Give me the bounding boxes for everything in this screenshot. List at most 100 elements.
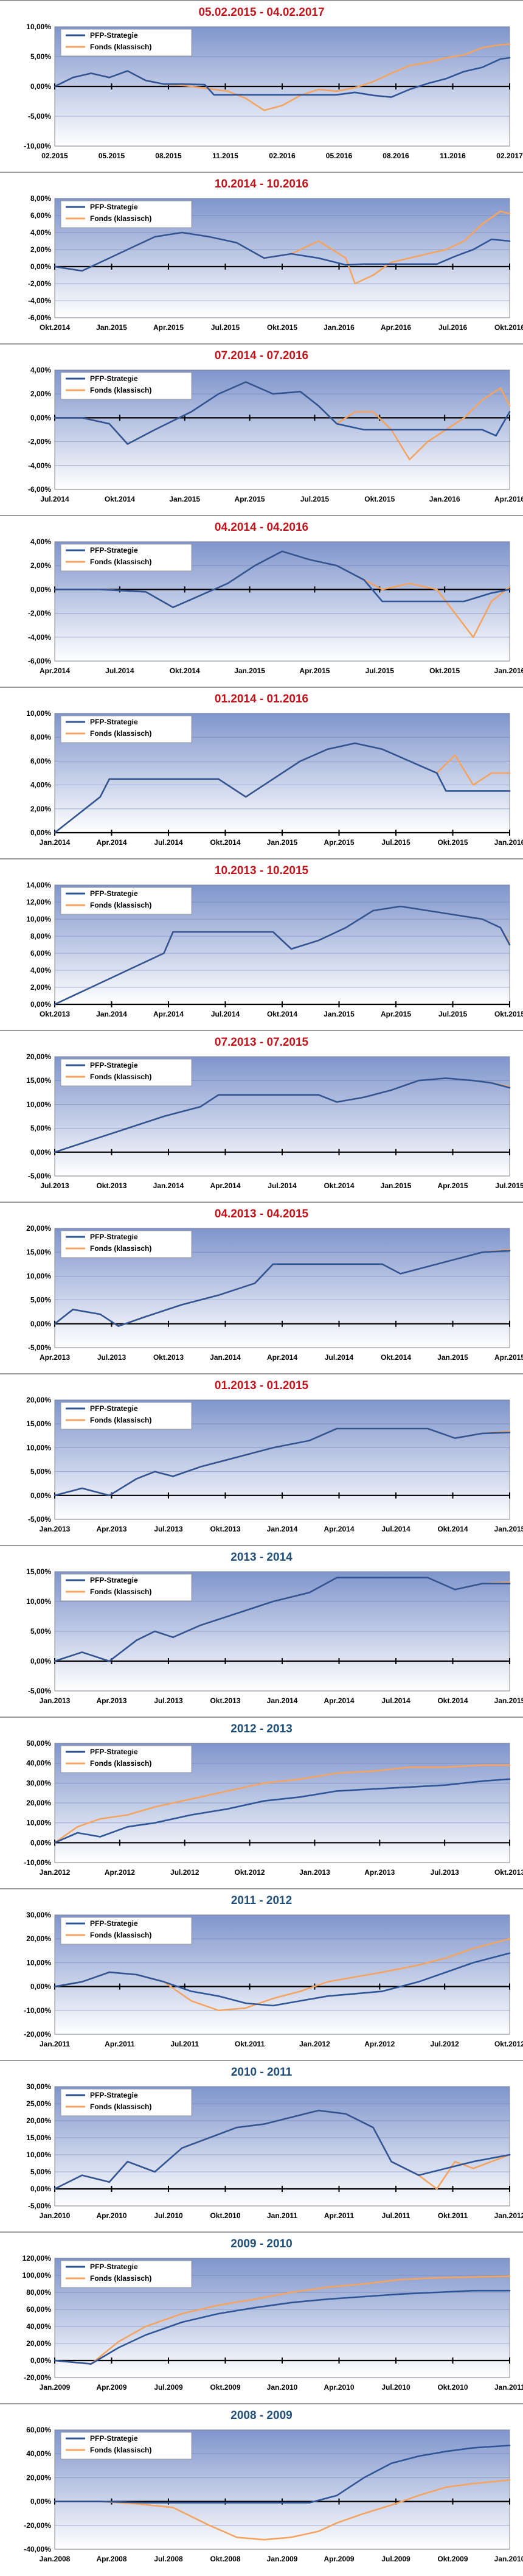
legend: PFP-Strategie Fonds (klassisch) bbox=[60, 1573, 192, 1601]
y-tick-label: 10,00% bbox=[26, 1958, 51, 1967]
legend-label: Fonds (klassisch) bbox=[90, 2274, 151, 2283]
x-tick-label: Okt.2012 bbox=[494, 2040, 523, 2048]
chart-title: 04.2013 - 04.2015 bbox=[214, 1208, 309, 1220]
chart-plot: 20,00%15,00%10,00%5,00%0,00%-5,00%Apr.20… bbox=[26, 1224, 523, 1362]
series-line-strategy bbox=[54, 1427, 511, 1497]
y-tick-label: 6,00% bbox=[30, 211, 51, 220]
x-tick-label: Apr.2014 bbox=[324, 1696, 354, 1705]
series-line-strategy bbox=[54, 2109, 511, 2190]
x-tick-label: Jul.2014 bbox=[381, 1525, 410, 1533]
x-tick-label: Apr.2008 bbox=[96, 2555, 126, 2563]
chart-title: 04.2014 - 04.2016 bbox=[214, 521, 309, 534]
chart-title: 07.2013 - 07.2015 bbox=[214, 1036, 309, 1049]
y-tick-label: 5,00% bbox=[30, 1468, 51, 1476]
legend-box bbox=[60, 1230, 192, 1258]
x-tick-label: Okt.2011 bbox=[235, 2040, 265, 2048]
x-tick-label: Okt.2013 bbox=[40, 1010, 70, 1018]
chart-plot: 120,00% 100,00% 80,00% 60,00% 40,00% 20,00% 0,… bbox=[23, 2254, 523, 2392]
x-tick-label: 08.2015 bbox=[155, 152, 182, 160]
x-tick-label: Apr.2015 bbox=[153, 323, 184, 332]
y-tick-label: 100,00% bbox=[23, 2271, 52, 2280]
y-tick-label: 15,00% bbox=[26, 1419, 51, 1428]
x-tick-label: Jul.2013 bbox=[97, 1353, 126, 1362]
chart-plot: 4,00% 2,00% 0,00% -2,00% -4,00% -6,00% Apr.201… bbox=[28, 537, 523, 675]
legend: PFP-Strategie Fonds (klassisch) bbox=[60, 887, 192, 915]
legend-label: Fonds (klassisch) bbox=[90, 1244, 151, 1253]
y-tick-label: 20,00% bbox=[26, 1052, 51, 1061]
x-tick-label: Apr.2014 bbox=[40, 667, 70, 675]
y-tick-label: -6,00% bbox=[28, 313, 51, 322]
y-tick-label: 60,00% bbox=[26, 2426, 51, 2434]
y-tick-label: -4,00% bbox=[28, 461, 51, 470]
y-tick-label: 6,00% bbox=[30, 757, 51, 765]
x-tick-label: Jul.2014 bbox=[325, 1353, 354, 1362]
x-tick-label: Jul.2015 bbox=[381, 838, 410, 847]
x-tick-label: 11.2016 bbox=[440, 152, 466, 160]
x-tick-label: Apr.2014 bbox=[96, 838, 126, 847]
x-tick-label: Apr.2010 bbox=[324, 2383, 354, 2392]
series-line-strategy bbox=[54, 742, 511, 834]
chart-panel: 2012 - 2013 50,00% 40,00% 30,00% 20,00% 10,00… bbox=[0, 1717, 523, 1882]
y-tick-label: 0,00% bbox=[30, 1838, 51, 1847]
x-tick-label: Jul.2014 bbox=[154, 838, 183, 847]
x-tick-label: Okt.2012 bbox=[235, 1868, 265, 1877]
legend-box bbox=[60, 1402, 192, 1430]
y-tick-label: 10,00% bbox=[26, 1443, 51, 1452]
series-line-strategy bbox=[54, 381, 511, 445]
x-tick-label: Okt.2015 bbox=[267, 323, 297, 332]
legend-box bbox=[60, 1059, 192, 1087]
y-tick-label: 10,00% bbox=[26, 915, 51, 923]
y-tick-label: 5,00% bbox=[30, 1124, 51, 1133]
legend-label: PFP-Strategie bbox=[90, 1919, 138, 1928]
chart-title: 2010 - 2011 bbox=[230, 2066, 293, 2079]
legend: PFP-Strategie Fonds (klassisch) bbox=[60, 2432, 192, 2460]
x-tick-label: Apr.2014 bbox=[210, 1181, 240, 1190]
y-tick-label: 10,00% bbox=[26, 1272, 51, 1280]
x-tick-label: Jul.2014 bbox=[105, 667, 134, 675]
chart-title: 10.2013 - 10.2015 bbox=[214, 864, 309, 877]
legend-label: PFP-Strategie bbox=[90, 1233, 138, 1241]
x-tick-label: Jul.2013 bbox=[154, 1696, 183, 1705]
x-tick-label: Jul.2014 bbox=[381, 1696, 410, 1705]
y-tick-label: 6,00% bbox=[30, 949, 51, 957]
x-tick-label: Jan.2016 bbox=[494, 838, 523, 847]
x-tick-label: Jan.2010 bbox=[267, 2383, 298, 2392]
chart-panel: 2009 - 2010 120,00% 100,00% 80,00% 60,00% 40,… bbox=[0, 2231, 523, 2397]
legend-label: Fonds (klassisch) bbox=[90, 558, 151, 566]
x-tick-label: Jan.2015 bbox=[169, 495, 200, 503]
chart-title: 01.2014 - 01.2016 bbox=[214, 693, 309, 705]
x-tick-label: Jul.2014 bbox=[211, 1010, 240, 1018]
y-tick-label: 8,00% bbox=[30, 194, 51, 203]
x-tick-label: Apr.2009 bbox=[96, 2383, 126, 2392]
x-tick-label: Okt.2015 bbox=[364, 495, 395, 503]
x-tick-label: Okt.2013 bbox=[210, 1696, 240, 1705]
legend: PFP-Strategie Fonds (klassisch) bbox=[60, 1745, 192, 1773]
x-tick-label: Jul.2010 bbox=[381, 2383, 410, 2392]
legend-box bbox=[60, 887, 192, 915]
legend-label: PFP-Strategie bbox=[90, 1061, 138, 1069]
chart-title: 2011 - 2012 bbox=[230, 1894, 293, 1907]
legend-label: Fonds (klassisch) bbox=[90, 1931, 151, 1939]
x-tick-label: Okt.2014 bbox=[170, 667, 200, 675]
x-tick-label: Jan.2009 bbox=[267, 2555, 298, 2563]
legend-label: Fonds (klassisch) bbox=[90, 214, 151, 223]
y-tick-label: 12,00% bbox=[26, 898, 51, 906]
legend-label: PFP-Strategie bbox=[90, 31, 138, 40]
series-line-strategy bbox=[54, 2289, 511, 2365]
x-tick-label: Jan.2014 bbox=[40, 838, 71, 847]
chart-title: 10.2014 - 10.2016 bbox=[214, 178, 309, 191]
x-tick-label: Jan.2016 bbox=[494, 667, 523, 675]
x-tick-label: Jan.2011 bbox=[267, 2211, 297, 2220]
y-tick-label: 120,00% bbox=[23, 2254, 52, 2263]
legend-box bbox=[60, 1917, 192, 1945]
y-tick-label: 4,00% bbox=[30, 781, 51, 789]
x-tick-label: Jan.2013 bbox=[40, 1696, 71, 1705]
chart-panel: 01.2014 - 01.2016 10,00% 8,00% 6,00% 4,00% 2,… bbox=[0, 687, 523, 852]
x-tick-label: Okt.2014 bbox=[324, 1181, 354, 1190]
chart-panel: 07.2014 - 07.2016 4,00% 2,00% 0,00% -2,00% -4… bbox=[0, 343, 523, 509]
y-tick-label: 20,00% bbox=[26, 2116, 51, 2125]
y-tick-label: -6,00% bbox=[28, 485, 51, 494]
x-tick-label: Apr.2015 bbox=[494, 1353, 523, 1362]
x-tick-label: Okt.2014 bbox=[381, 1353, 411, 1362]
y-tick-label: 10,00% bbox=[26, 1819, 51, 1827]
